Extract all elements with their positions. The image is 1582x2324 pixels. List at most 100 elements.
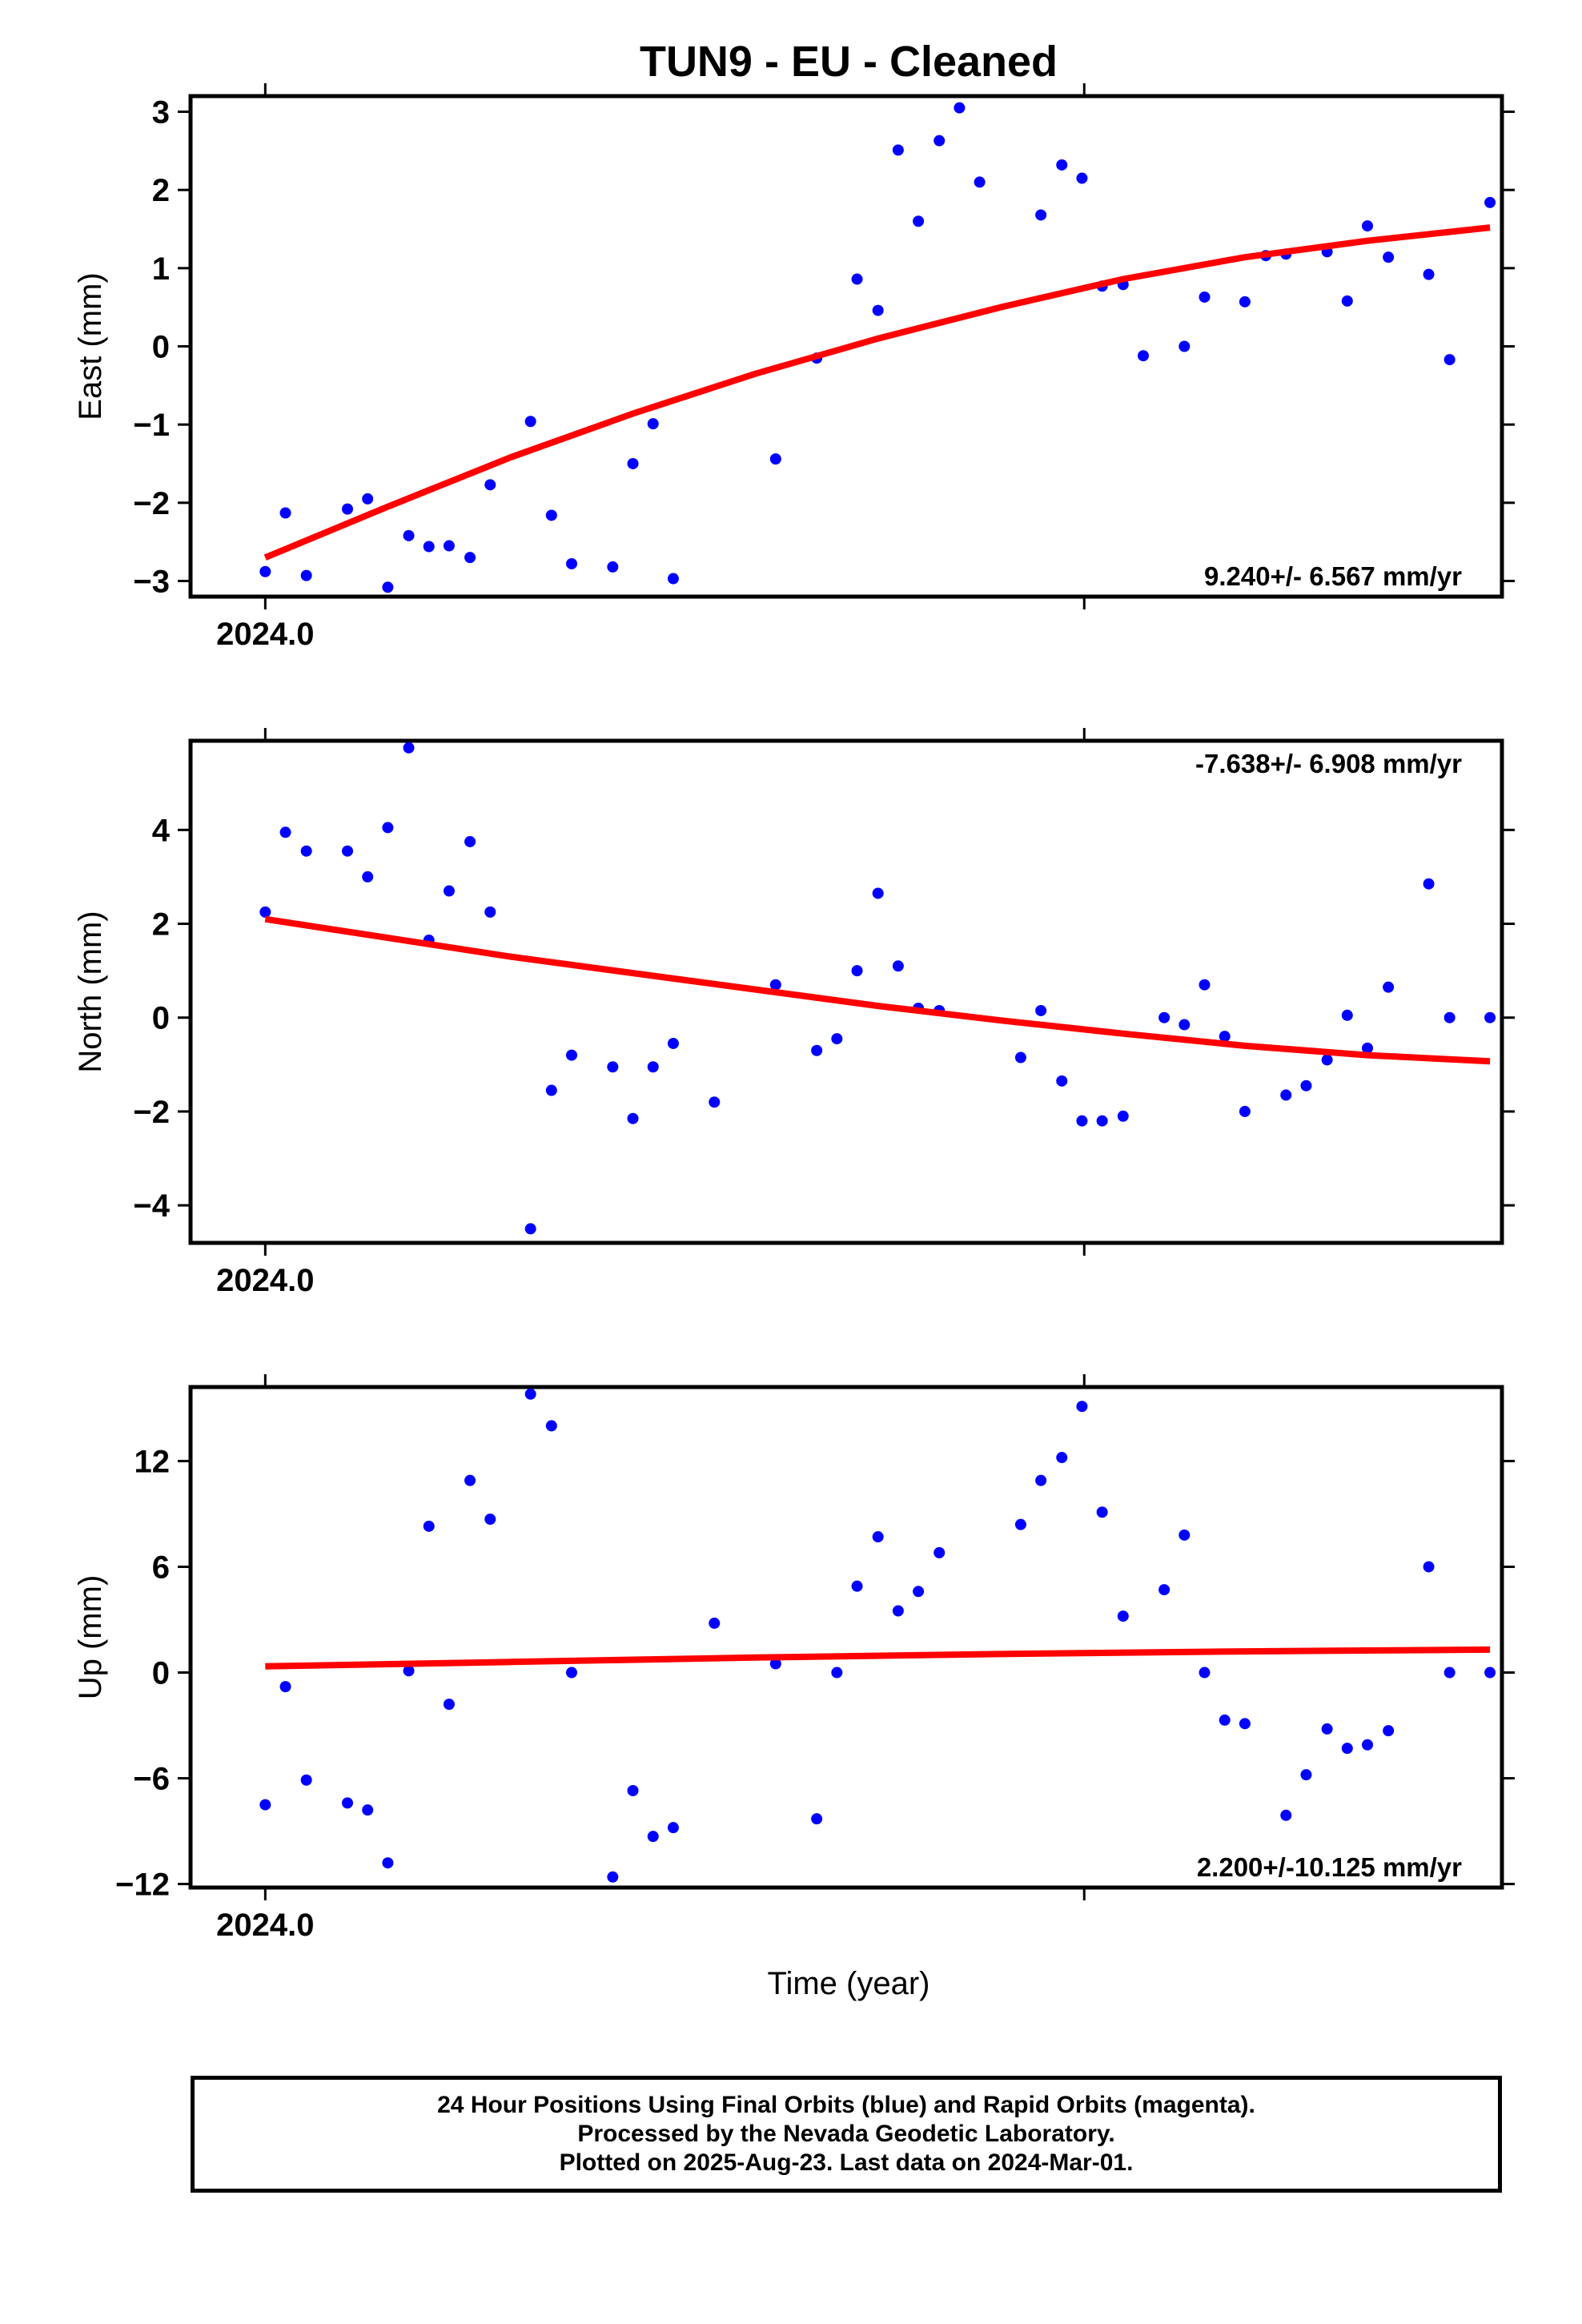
up-data-point: [1056, 1452, 1068, 1464]
east-data-point: [1341, 295, 1353, 307]
north-data-point: [1035, 1004, 1047, 1016]
north-data-point: [709, 1096, 721, 1108]
north-frame: [188, 738, 1504, 1245]
east-data-point: [1035, 209, 1047, 221]
east-fit-line: [263, 224, 1491, 561]
up-data-point: [342, 1797, 353, 1809]
up-data-point: [1443, 1667, 1456, 1679]
north-data-point: [1076, 1115, 1088, 1127]
north-data-point: [1423, 878, 1435, 890]
east-data-point: [627, 457, 639, 469]
north-data-point: [545, 1084, 557, 1096]
north-ytick-label: 0: [152, 1001, 170, 1036]
east-data-point: [342, 503, 353, 515]
north-data-point: [1362, 1042, 1373, 1054]
east-data-point: [403, 529, 415, 541]
east-data-point: [851, 273, 863, 285]
up-data-point: [1239, 1718, 1251, 1730]
north-data-point: [403, 742, 415, 754]
north-data-point: [1443, 1011, 1456, 1023]
figure-title: TUN9 - EU - Cleaned: [640, 38, 1058, 86]
up-data-point: [1383, 1725, 1395, 1737]
east-ytick-label: 3: [152, 95, 170, 131]
north-data-point: [831, 1033, 843, 1045]
east-data-point: [279, 507, 291, 519]
east-ytick-label: −1: [133, 408, 170, 443]
north-data-point: [259, 906, 271, 918]
north-rate-label: -7.638+/- 6.908 mm/yr: [1195, 749, 1462, 778]
north-data-point: [1096, 1115, 1108, 1127]
north-data-point: [1280, 1089, 1292, 1101]
up-data-point: [566, 1667, 577, 1679]
up-data-point: [831, 1667, 843, 1679]
north-data-point: [1056, 1075, 1068, 1087]
north-marks: [259, 742, 1496, 1235]
north-xtick-label: 2024.0: [216, 1263, 314, 1298]
up-data-point: [1484, 1667, 1496, 1679]
up-data-point: [403, 1665, 415, 1677]
east-data-point: [1178, 340, 1191, 352]
north-data-point: [1484, 1011, 1496, 1023]
up-data-point: [279, 1681, 291, 1693]
east-data-point: [667, 573, 679, 585]
up-data-point: [1178, 1529, 1191, 1541]
up-data-point: [1341, 1743, 1353, 1755]
east-data-point: [872, 304, 884, 316]
north-data-point: [1178, 1019, 1191, 1031]
up-ytick-label: 0: [152, 1656, 170, 1691]
east-data-point: [1138, 350, 1149, 362]
up-data-point: [545, 1420, 557, 1432]
north-data-point: [1014, 1051, 1026, 1063]
caption-line-orbits: 24 Hour Positions Using Final Orbits (bl…: [437, 2092, 1255, 2118]
east-data-point: [892, 144, 904, 156]
up-data-point: [1014, 1518, 1026, 1530]
up-data-point: [709, 1617, 721, 1629]
up-data-point: [1300, 1769, 1312, 1781]
east-data-point: [934, 135, 946, 147]
north-data-point: [443, 885, 455, 897]
east-ytick-label: 1: [152, 251, 170, 287]
east-data-point: [484, 479, 496, 491]
up-xtick-label: 2024.0: [216, 1908, 314, 1943]
north-data-point: [872, 887, 884, 899]
up-data-point: [1035, 1474, 1047, 1486]
east-data-point: [545, 509, 557, 521]
east-data-point: [382, 581, 394, 593]
north-data-point: [1158, 1011, 1170, 1023]
up-data-point: [1117, 1610, 1129, 1622]
north-data-point: [811, 1044, 823, 1056]
panel-up: −12 −6 0 6 12 2024.0 Up (mm) 2.200+/-10.125 mm/…: [73, 1374, 1515, 1943]
up-data-point: [627, 1784, 639, 1796]
north-data-point: [1199, 979, 1211, 991]
east-data-point: [300, 569, 312, 581]
east-data-point: [913, 215, 925, 227]
north-data-point: [300, 845, 312, 857]
up-data-point: [1321, 1723, 1333, 1735]
north-ytick-label: 4: [152, 813, 171, 848]
north-data-point: [464, 835, 476, 847]
north-fit-line: [264, 915, 1491, 1065]
up-data-point: [1280, 1809, 1292, 1821]
east-data-point: [607, 561, 619, 573]
east-data-point: [443, 540, 455, 552]
east-data-point: [1443, 354, 1456, 366]
east-data-point: [259, 565, 271, 577]
east-data-point: [524, 416, 536, 428]
north-data-point: [851, 965, 863, 977]
up-ytick-label: 12: [135, 1444, 171, 1479]
up-data-point: [423, 1520, 435, 1532]
up-rate-label: 2.200+/-10.125 mm/yr: [1197, 1852, 1462, 1882]
up-data-point: [934, 1546, 946, 1558]
up-data-point: [300, 1774, 312, 1786]
north-data-point: [566, 1049, 577, 1061]
north-data-point: [342, 845, 353, 857]
north-data-point: [1239, 1105, 1251, 1117]
north-data-point: [484, 906, 496, 918]
x-axis-label: Time (year): [768, 1966, 930, 2001]
east-data-point: [954, 102, 966, 114]
up-marks: [259, 1388, 1496, 1883]
north-data-point: [1341, 1009, 1353, 1021]
east-marks: [259, 102, 1496, 593]
up-ytick-label: −12: [115, 1868, 170, 1903]
